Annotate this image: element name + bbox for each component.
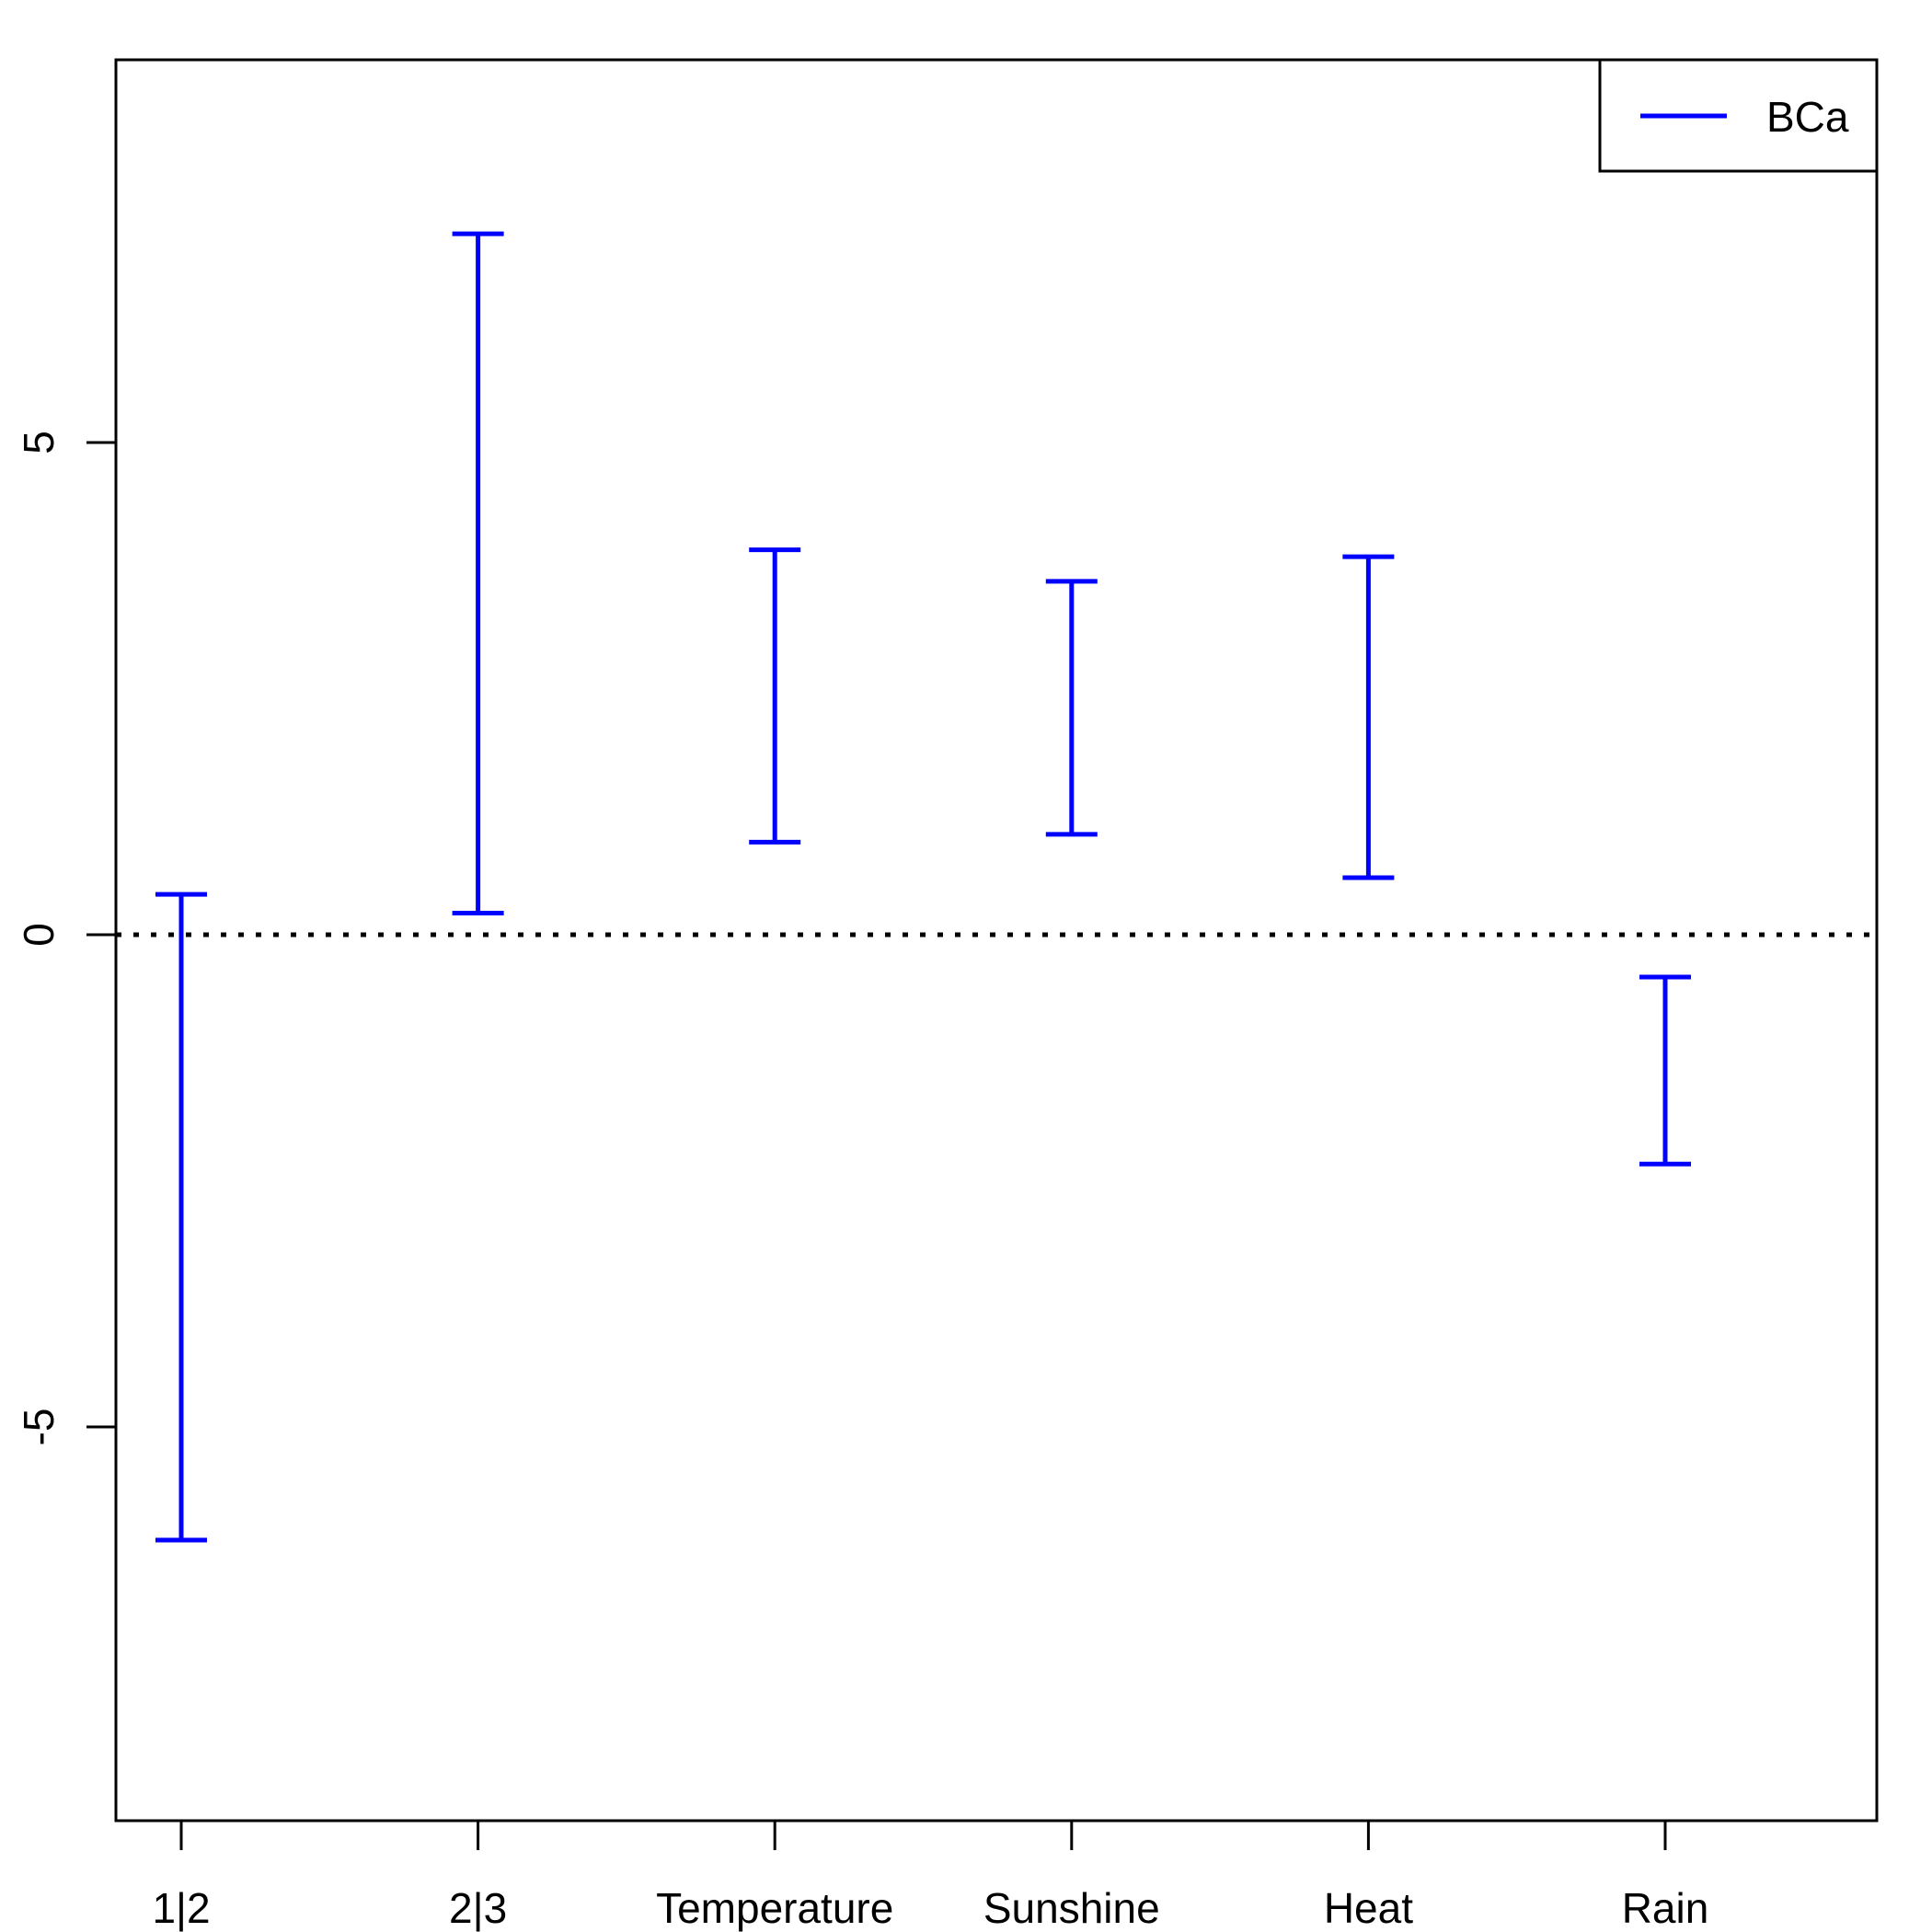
- error-bars-layer: [155, 231, 1691, 1543]
- error-bar-rain: [1639, 974, 1691, 1167]
- error-bar-2-3: [452, 231, 504, 915]
- error-bar-1-2: [155, 891, 207, 1543]
- x-tick-label: Rain: [1622, 1884, 1709, 1932]
- x-tick-label: 2|3: [449, 1884, 507, 1932]
- error-bar-heat: [1342, 554, 1395, 880]
- y-axis: -5 0 5: [15, 431, 116, 1445]
- legend-entry-bca: BCa: [1766, 93, 1849, 141]
- y-tick-label: 5: [15, 431, 63, 454]
- error-bar-temperature: [749, 547, 801, 845]
- x-tick-label: Heat: [1324, 1884, 1413, 1932]
- x-axis: 1|2 2|3 Temperature Sunshine Heat Rain: [152, 1821, 1708, 1932]
- legend: BCa: [1598, 58, 1879, 173]
- y-tick-label: 0: [15, 923, 63, 947]
- x-tick-label: Temperature: [656, 1884, 893, 1932]
- x-tick-label: Sunshine: [983, 1884, 1160, 1932]
- error-bar-sunshine: [1045, 579, 1098, 837]
- plot-frame: [114, 58, 1879, 1823]
- y-tick-label: -5: [15, 1409, 63, 1446]
- x-tick-label: 1|2: [152, 1884, 210, 1932]
